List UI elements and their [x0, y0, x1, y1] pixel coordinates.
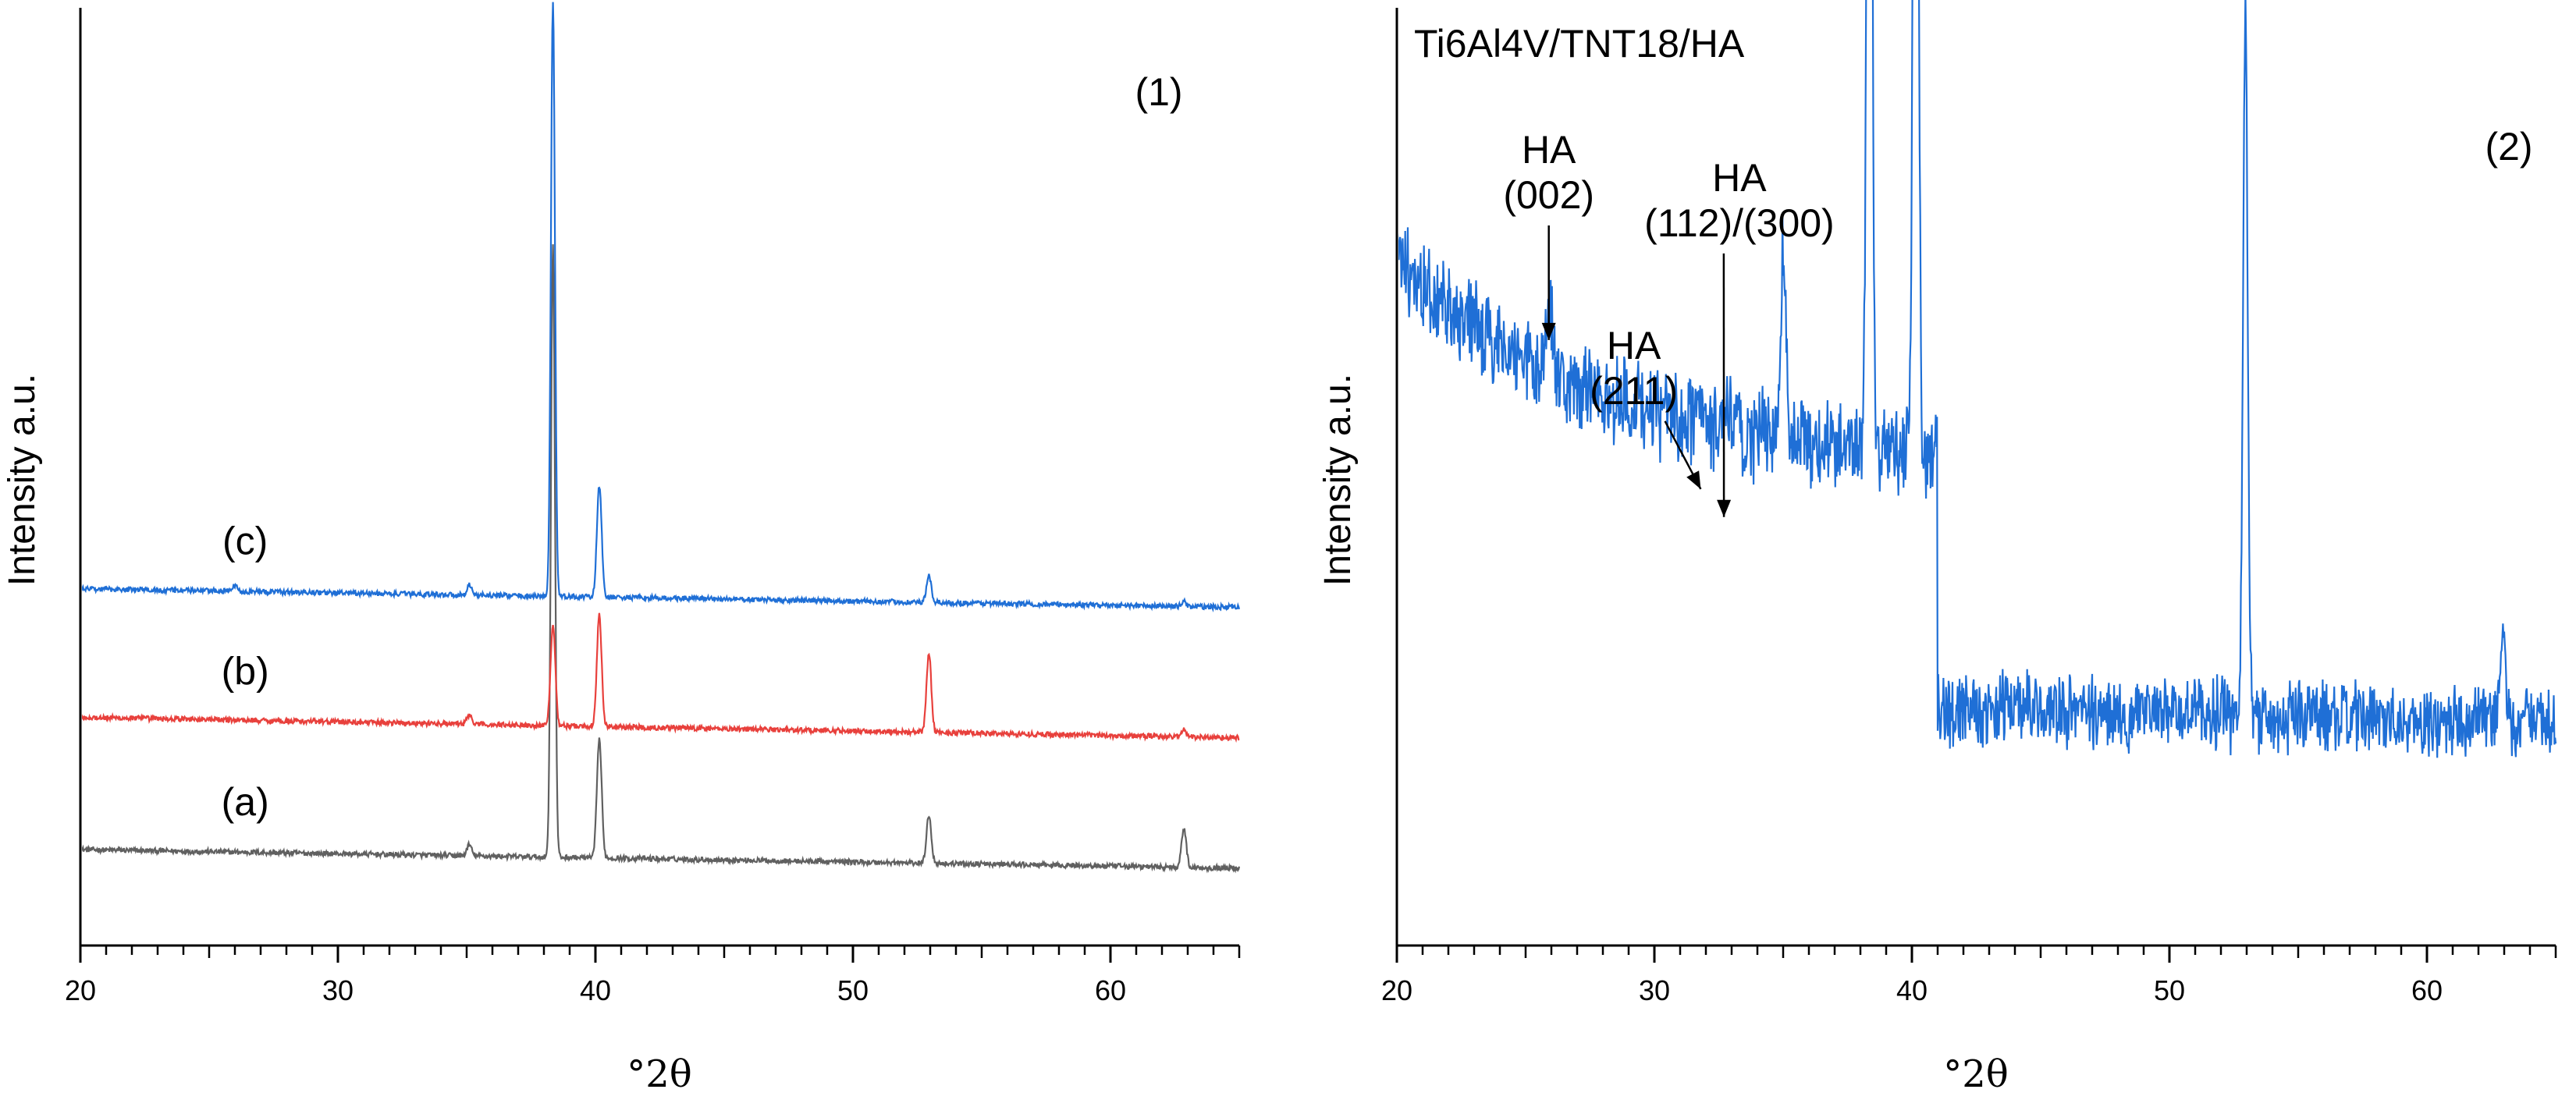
x-tick-label: 40 [1896, 974, 1928, 1006]
chart-title: Ti6Al4V/TNT18/HA [1414, 22, 1745, 66]
x-tick-label: 50 [837, 974, 869, 1006]
annotation-text: HA [1712, 156, 1767, 200]
curve-label: (b) [222, 650, 269, 694]
panel-label: (1) [1135, 70, 1182, 114]
y-axis-title: Intensity a.u. [2, 374, 43, 586]
x-tick-label: 50 [2154, 974, 2185, 1006]
x-axis-title: °2θ [1943, 1052, 2008, 1096]
y-axis-title: Intensity a.u. [1317, 374, 1359, 586]
curve-label: (a) [222, 780, 269, 824]
x-axis-title: °2θ [627, 1052, 691, 1096]
series-line-0 [82, 244, 1241, 874]
annotation-arrowhead [1686, 470, 1701, 489]
x-tick-label: 30 [322, 974, 354, 1006]
annotation-text: (002) [1503, 173, 1594, 217]
x-tick-label: 60 [2411, 974, 2443, 1006]
series-line-2 [82, 2, 1241, 612]
panel-label: (2) [2485, 125, 2532, 169]
chart-panel-2: 20 30 40 50 60 °2θ Intensity a.u. (2) Ti6Al4V/TN… [1317, 0, 2557, 1096]
annotation-text: HA [1522, 128, 1576, 172]
annotation-arrowhead [1717, 499, 1732, 517]
series-line-0 [1398, 0, 2557, 758]
annotation-text: HA [1607, 324, 1661, 367]
annotation-text: (211) [1590, 369, 1678, 413]
chart-panel-1: 20 30 40 50 60 °2θ Intensity a.u. (1) (c) (b) (a) [2, 2, 1241, 1096]
x-tick-label: 40 [580, 974, 611, 1006]
annotation-arrowhead [1541, 322, 1556, 340]
x-tick-label: 20 [1381, 974, 1412, 1006]
x-tick-label: 20 [65, 974, 96, 1006]
annotation-text: (112)/(300) [1644, 201, 1835, 245]
series-line-1 [82, 612, 1240, 743]
x-tick-label: 60 [1095, 974, 1126, 1006]
x-tick-label: 30 [1639, 974, 1670, 1006]
curve-label: (c) [222, 520, 268, 563]
